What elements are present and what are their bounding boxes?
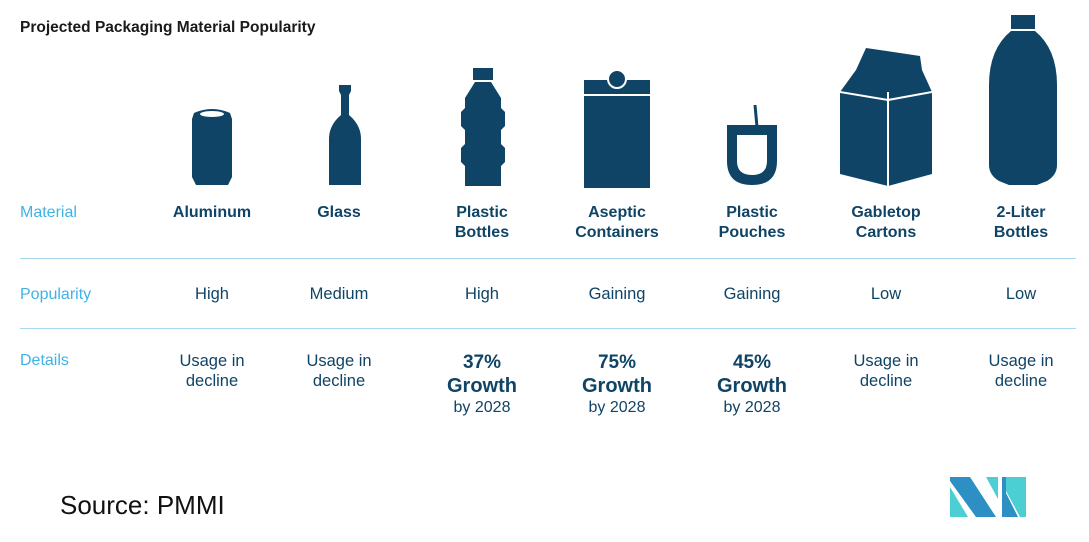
source-caption: Source: PMMI	[60, 490, 225, 520]
aluminum-can-icon	[192, 109, 232, 185]
popularity-value: Gaining	[723, 285, 781, 303]
material-name: Aseptic Containers	[575, 204, 659, 241]
popularity-value: Low	[1005, 285, 1037, 303]
material-name: Aluminum	[172, 204, 252, 221]
gabletop-carton-icon	[840, 48, 932, 186]
pouch-icon	[727, 105, 777, 185]
plastic-bottle-icon	[461, 68, 505, 186]
details-growth: 45% Growth by 2028	[717, 352, 787, 416]
popularity-value: High	[195, 285, 229, 303]
details-text: Usage in decline	[179, 352, 245, 390]
aseptic-carton-icon	[584, 70, 650, 188]
material-name: Plastic Bottles	[454, 204, 510, 241]
divider	[20, 328, 1076, 329]
material-name: Glass	[317, 204, 361, 221]
popularity-value: Low	[870, 285, 902, 303]
material-name: Gabletop Cartons	[851, 204, 921, 241]
details-text: Usage in decline	[853, 352, 919, 390]
row-label-material: Material	[20, 204, 77, 221]
row-label-popularity: Popularity	[20, 286, 92, 303]
brand-logo-icon	[950, 477, 1026, 517]
details-text: Usage in decline	[306, 352, 372, 390]
details-growth: 75% Growth by 2028	[582, 352, 652, 416]
row-label-details: Details	[20, 352, 69, 369]
popularity-value: Medium	[309, 285, 369, 303]
glass-bottle-icon	[329, 85, 361, 185]
divider	[20, 258, 1076, 259]
popularity-value: High	[465, 285, 499, 303]
material-name: Plastic Pouches	[718, 204, 786, 241]
details-text: Usage in decline	[988, 352, 1054, 390]
popularity-value: Gaining	[588, 285, 646, 303]
details-growth: 37% Growth by 2028	[447, 352, 517, 416]
material-name: 2-Liter Bottles	[993, 204, 1049, 241]
two-liter-bottle-icon	[989, 15, 1057, 185]
page-title: Projected Packaging Material Popularity	[20, 19, 316, 36]
